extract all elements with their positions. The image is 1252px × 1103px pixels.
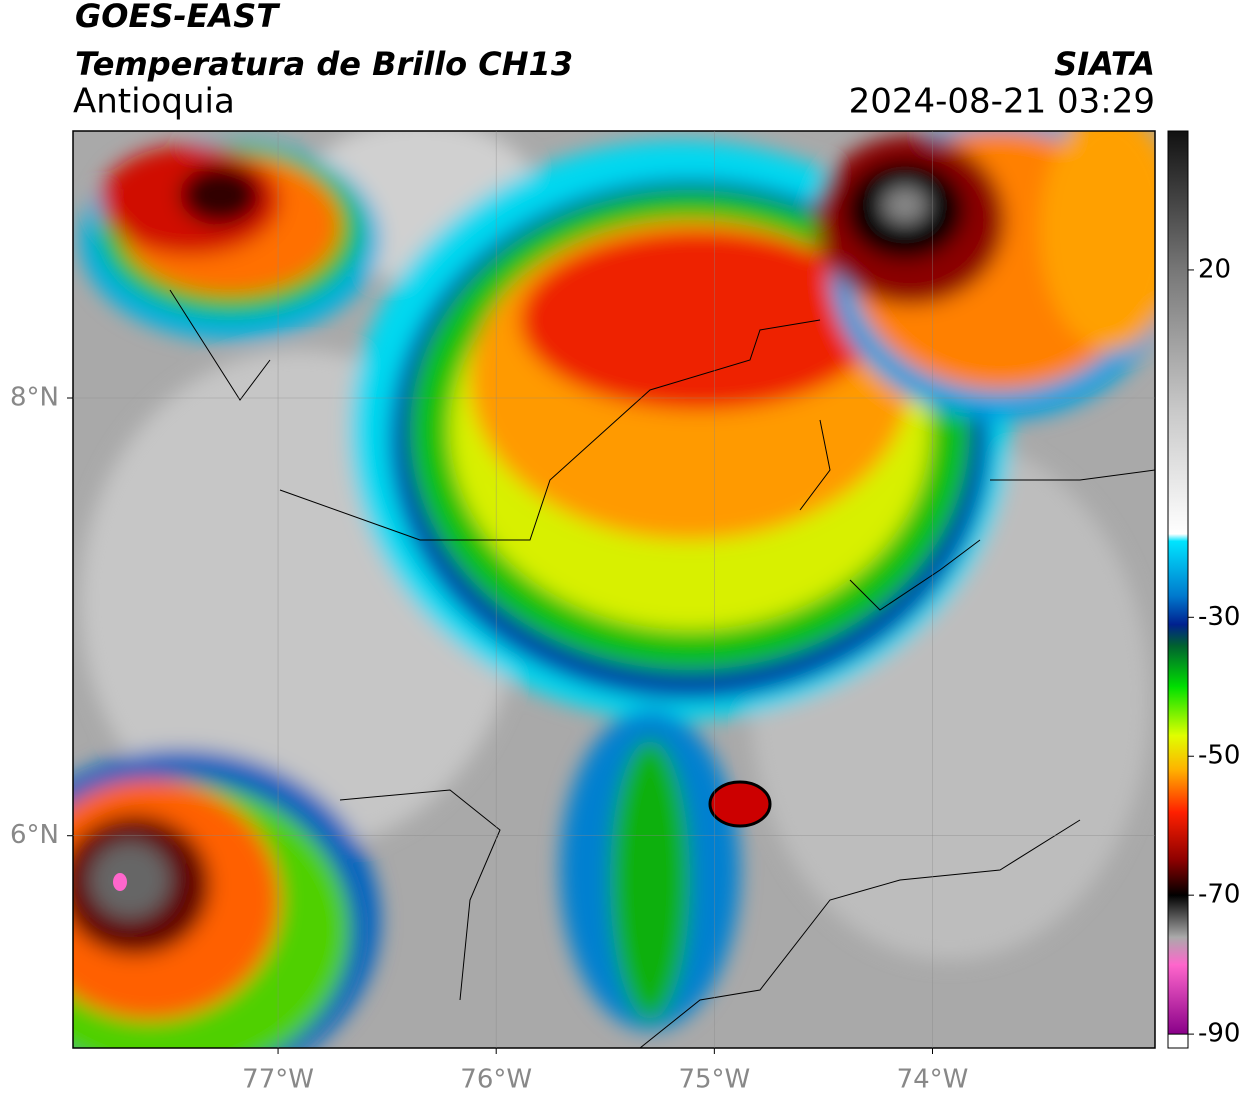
colorbar-segment: [1168, 936, 1188, 966]
colorbar-label: -90: [1198, 1019, 1240, 1049]
x-tick-label: 75°W: [678, 1065, 750, 1095]
product: Temperatura de Brillo CH13: [75, 45, 573, 83]
colorbar-label: -70: [1198, 880, 1240, 910]
colorbar-segment: [1168, 735, 1188, 771]
region: Antioquia: [73, 82, 235, 122]
satellite: GOES-EAST: [75, 0, 280, 35]
colorbar-segment: [1168, 686, 1188, 736]
colorbar-segment: [1168, 645, 1188, 688]
colorbar-segment: [1168, 624, 1188, 646]
colorbar-label: -30: [1198, 602, 1240, 632]
colorbar-segment: [1168, 408, 1188, 535]
y-tick-label: 8°N: [10, 383, 59, 413]
colorbar-segment: [1168, 596, 1188, 625]
colorbar-label: -50: [1198, 741, 1240, 771]
source: SIATA: [1054, 45, 1155, 83]
colorbar-segment: [1168, 895, 1188, 938]
imagery: [73, 131, 1155, 1048]
map-frame: [72, 130, 1156, 1049]
colorbar-segment: [1168, 811, 1188, 861]
colorbar-label: 20: [1198, 254, 1231, 284]
colorbar-segment: [1168, 269, 1188, 410]
y-tick-label: 6°N: [10, 820, 59, 850]
colorbar-frame: [1167, 130, 1189, 1049]
colorbar-segment: [1168, 540, 1188, 597]
colorbar-segment: [1168, 533, 1188, 542]
colorbar-segment: [1168, 770, 1188, 813]
colorbar-segment: [1168, 860, 1188, 896]
colorbar-segment: [1168, 964, 1188, 1035]
x-tick-label: 77°W: [242, 1065, 314, 1095]
colorbar-extend: [1167, 1033, 1189, 1049]
x-tick-label: 74°W: [897, 1065, 969, 1095]
datetime: 2024-08-21 03:29: [849, 82, 1155, 122]
x-tick-label: 76°W: [460, 1065, 532, 1095]
colorbar-segment: [1168, 131, 1188, 271]
